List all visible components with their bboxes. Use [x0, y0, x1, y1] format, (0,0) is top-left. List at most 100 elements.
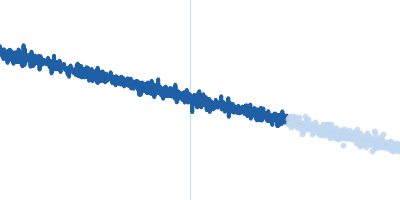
Point	[306, 123, 312, 126]
Point	[287, 123, 293, 126]
Point	[322, 126, 328, 129]
Point	[334, 132, 340, 135]
Point	[330, 132, 336, 135]
Point	[372, 131, 379, 134]
Point	[331, 129, 337, 132]
Point	[334, 134, 341, 137]
Point	[289, 117, 296, 120]
Point	[362, 141, 369, 144]
Point	[346, 128, 353, 131]
Point	[298, 127, 304, 130]
Point	[300, 130, 306, 133]
Point	[335, 137, 341, 140]
Point	[358, 137, 364, 140]
Point	[364, 142, 370, 145]
Point	[311, 124, 317, 127]
Point	[315, 127, 322, 130]
Point	[356, 142, 362, 145]
Point	[288, 126, 294, 129]
Point	[397, 144, 400, 147]
Point	[321, 128, 327, 131]
Point	[366, 135, 373, 138]
Point	[324, 123, 331, 126]
Point	[369, 143, 375, 146]
Point	[385, 142, 392, 145]
Point	[286, 122, 292, 125]
Point	[368, 143, 374, 146]
Point	[296, 115, 302, 118]
Point	[388, 141, 395, 144]
Point	[389, 145, 395, 149]
Point	[290, 123, 296, 126]
Point	[321, 127, 328, 130]
Point	[357, 132, 363, 135]
Point	[376, 144, 382, 148]
Point	[314, 129, 320, 132]
Point	[297, 125, 303, 129]
Point	[319, 133, 326, 136]
Point	[293, 118, 299, 121]
Point	[317, 133, 324, 136]
Point	[383, 140, 389, 143]
Point	[391, 148, 398, 151]
Point	[378, 143, 385, 146]
Point	[352, 133, 358, 136]
Point	[341, 130, 347, 133]
Point	[336, 136, 342, 140]
Point	[300, 125, 306, 129]
Point	[320, 126, 326, 129]
Point	[383, 144, 390, 147]
Point	[290, 122, 296, 125]
Point	[394, 148, 400, 152]
Point	[376, 143, 383, 147]
Point	[330, 127, 337, 130]
Point	[390, 144, 397, 148]
Point	[384, 143, 390, 146]
Point	[360, 141, 366, 144]
Point	[309, 132, 315, 135]
Point	[297, 125, 304, 128]
Point	[371, 130, 377, 133]
Point	[294, 125, 300, 129]
Point	[287, 121, 294, 125]
Point	[364, 131, 371, 135]
Point	[306, 124, 312, 127]
Point	[345, 136, 351, 139]
Point	[361, 138, 368, 141]
Point	[329, 128, 335, 131]
Point	[387, 145, 394, 148]
Point	[339, 128, 345, 131]
Point	[294, 117, 300, 120]
Point	[373, 137, 379, 140]
Point	[338, 129, 345, 132]
Point	[307, 126, 313, 129]
Point	[381, 143, 388, 146]
Point	[370, 137, 377, 141]
Point	[375, 141, 382, 144]
Point	[342, 137, 348, 140]
Point	[378, 138, 384, 141]
Point	[347, 137, 353, 140]
Point	[327, 137, 333, 140]
Point	[342, 136, 349, 139]
Point	[392, 144, 398, 147]
Point	[285, 117, 292, 121]
Point	[340, 143, 346, 146]
Point	[313, 124, 319, 128]
Point	[347, 135, 354, 138]
Point	[391, 148, 397, 151]
Point	[302, 128, 308, 131]
Point	[382, 146, 389, 149]
Point	[374, 145, 380, 149]
Point	[387, 140, 393, 143]
Point	[388, 148, 394, 151]
Point	[343, 136, 349, 139]
Point	[362, 141, 368, 145]
Point	[331, 133, 338, 136]
Point	[356, 136, 363, 139]
Point	[323, 124, 329, 127]
Point	[358, 143, 365, 146]
Point	[381, 142, 387, 146]
Point	[368, 136, 375, 139]
Point	[337, 132, 344, 135]
